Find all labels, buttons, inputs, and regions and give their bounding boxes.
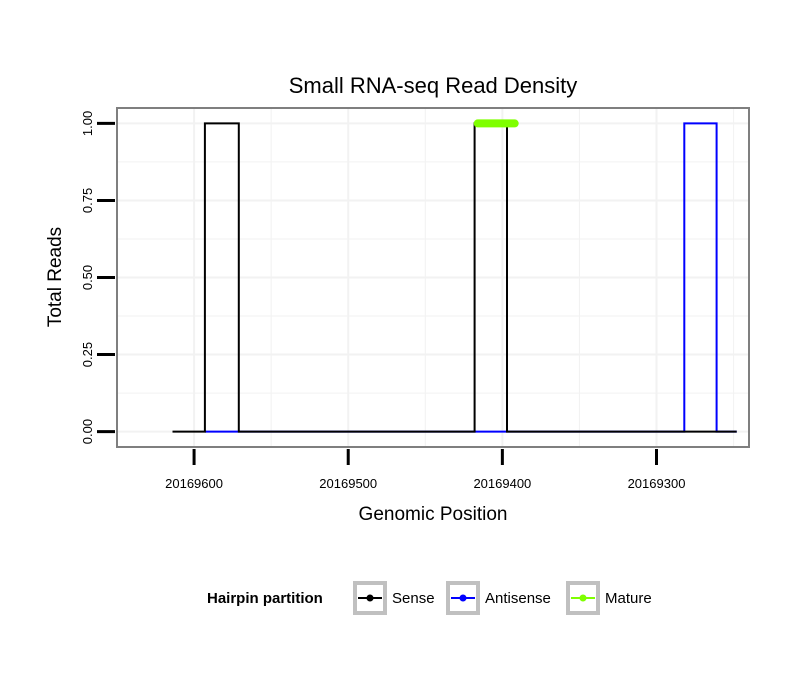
- x-tick-label-2: 20169400: [473, 476, 531, 491]
- legend-title: Hairpin partition: [207, 590, 323, 607]
- x-tick-label-0: 20169600: [165, 476, 223, 491]
- legend-label-antisense: Antisense: [485, 590, 551, 607]
- y-tick-label-0: 0.00: [80, 419, 95, 444]
- grid: [117, 108, 749, 447]
- legend-key-point-sense: [366, 594, 374, 602]
- y-tick-label-3: 0.75: [80, 188, 95, 213]
- y-axis-label: Total Reads: [45, 227, 66, 327]
- series-layer: [172, 119, 737, 433]
- x-axis-label: Genomic Position: [359, 504, 508, 525]
- legend-entries: Sense Antisense Mature: [353, 581, 652, 615]
- legend-key-point-mature: [579, 594, 587, 602]
- y-tick-label-2: 0.50: [80, 265, 95, 290]
- y-tick-label-4: 1.00: [80, 111, 95, 136]
- legend-key-point-antisense: [459, 594, 467, 602]
- series-line-sense: [172, 122, 737, 433]
- y-tick-label-1: 0.25: [80, 342, 95, 367]
- chart-title: Small RNA-seq Read Density: [289, 73, 578, 98]
- plot-panel-border: [116, 107, 750, 448]
- y-axis: 0.00 0.25 0.50 0.75 1.00: [80, 111, 115, 444]
- legend-label-sense: Sense: [392, 590, 435, 607]
- x-tick-label-3: 20169300: [628, 476, 686, 491]
- legend: Hairpin partition Sense Antisense Mature: [207, 581, 652, 615]
- legend-label-mature: Mature: [605, 590, 652, 607]
- x-axis: 20169600 20169500 20169400 20169300: [165, 449, 685, 491]
- x-tick-label-1: 20169500: [319, 476, 377, 491]
